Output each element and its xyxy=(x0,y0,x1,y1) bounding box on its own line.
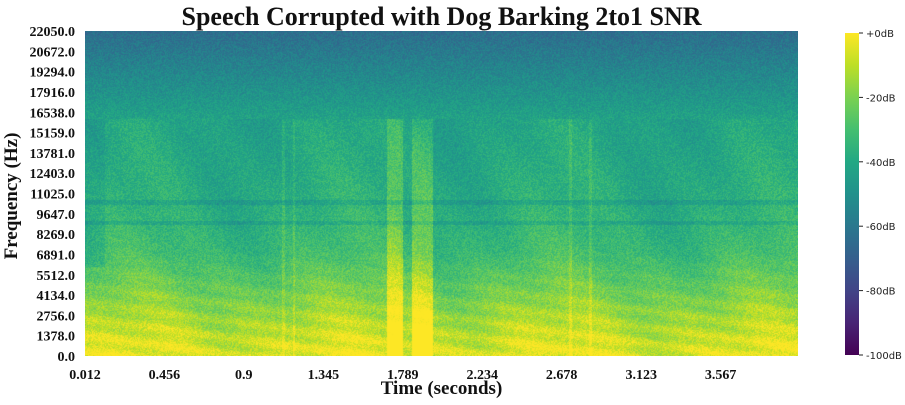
colorbar xyxy=(845,33,859,355)
x-tick-label: 2.678 xyxy=(546,368,578,383)
x-axis-label: Time (seconds) xyxy=(380,378,503,399)
y-tick-label: 1378.0 xyxy=(37,330,76,345)
y-tick-label: 6891.0 xyxy=(37,248,76,263)
y-axis-ticks: 0.0 1378.0 2756.0 4134.0 5512.0 6891.0 8269.0 9… xyxy=(30,25,76,365)
y-tick-label: 9647.0 xyxy=(37,208,76,223)
y-tick-label: 22050.0 xyxy=(30,25,76,40)
y-tick-label: 2756.0 xyxy=(37,309,76,324)
y-tick-label: 15159.0 xyxy=(30,127,76,142)
y-tick-label: 8269.0 xyxy=(37,228,76,243)
y-tick-label: 0.0 xyxy=(58,350,76,365)
x-tick-label: 1.345 xyxy=(308,368,340,383)
colorbar-tick-label: -60dB xyxy=(866,222,896,233)
x-tick-label: 0.456 xyxy=(149,368,181,383)
y-tick-label: 17916.0 xyxy=(30,86,76,101)
y-tick-label: 12403.0 xyxy=(30,167,76,182)
colorbar-tick-label: +0dB xyxy=(866,29,894,40)
y-tick-label: 20672.0 xyxy=(30,45,76,60)
y-tick-label: 4134.0 xyxy=(37,289,76,304)
spectrogram-heatmap xyxy=(85,31,798,356)
x-tick-label: 2.234 xyxy=(467,368,499,383)
y-tick-label: 16538.0 xyxy=(30,106,76,121)
colorbar-ticks: +0dB -20dB -40dB -60dB -80dB -100dB xyxy=(859,29,902,362)
colorbar-tick-label: -80dB xyxy=(866,287,896,298)
y-tick-label: 11025.0 xyxy=(30,188,75,203)
chart-title: Speech Corrupted with Dog Barking 2to1 S… xyxy=(181,2,702,31)
x-tick-label: 0.012 xyxy=(69,368,101,383)
colorbar-tick-label: -100dB xyxy=(866,351,902,362)
x-tick-label: 1.789 xyxy=(387,368,419,383)
x-tick-label: 0.9 xyxy=(235,368,253,383)
colorbar-tick-label: -20dB xyxy=(866,93,896,104)
colorbar-tick-label: -40dB xyxy=(866,158,896,169)
y-tick-label: 5512.0 xyxy=(37,269,76,284)
y-tick-label: 19294.0 xyxy=(30,66,76,81)
x-axis-ticks: 0.012 0.456 0.9 1.345 1.789 2.234 2.678 3.123 3.… xyxy=(69,368,736,383)
y-tick-label: 13781.0 xyxy=(30,147,76,162)
x-tick-label: 3.567 xyxy=(705,368,737,383)
x-tick-label: 3.123 xyxy=(625,368,657,383)
